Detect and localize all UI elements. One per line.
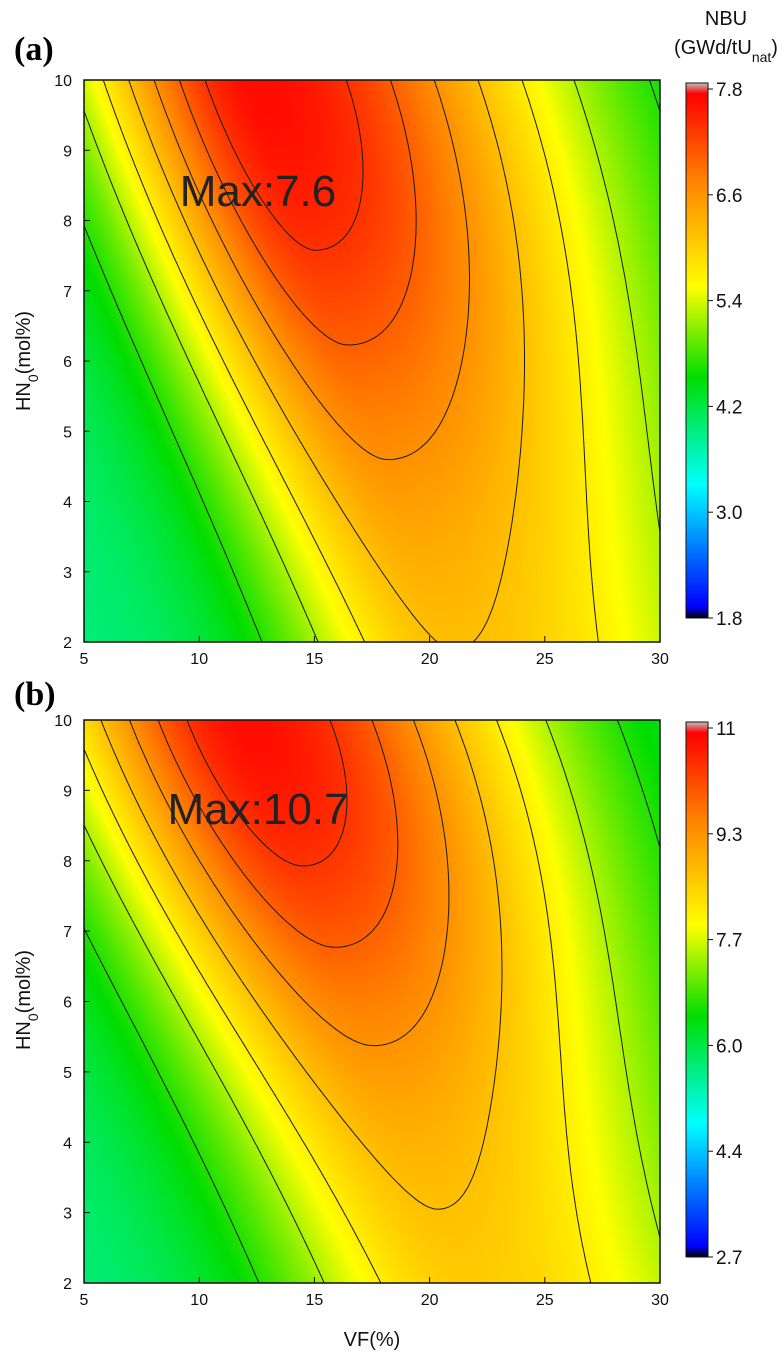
y-tick-label: 6 [63,354,72,371]
y-tick-label: 7 [63,284,72,301]
colorbar-tick-label: 6.6 [716,186,742,207]
x-axis-a: 5 10 15 20 25 30 [80,636,669,668]
y-tick-label: 5 [63,1065,72,1082]
contour-level-4 [128,79,525,643]
contour-lines-b [83,719,661,1284]
y-tick-label: 5 [63,424,72,441]
colorbar-ticks-b: 11 9.3 7.7 6.0 4.4 2.7 [708,719,743,1269]
colorbar-tick-label: 7.7 [716,931,742,952]
heatmap-canvas-b [84,720,660,1283]
x-tick-label: 5 [80,651,89,668]
colorbar-tick-label: 9.3 [716,825,742,846]
contour-level-1 [83,719,661,1284]
y-axis-a: 2 3 4 5 6 7 8 9 10 [54,73,90,652]
y-axis-label-b: HN0(mol%) [13,950,41,1050]
colorbar-tick-label: 1.8 [716,609,742,630]
y-tick-label: 7 [63,924,72,941]
max-label-a: Max:7.6 [180,167,337,216]
colorbar-b [685,721,709,1258]
y-tick-label: 8 [63,854,72,871]
y-tick-label: 9 [63,783,72,800]
panel-a: (a) Max:7.6 5 10 15 20 25 30 2 3 4 5 6 7 8 9 10 HN0(m… [13,8,778,668]
panel-label-b: (b) [14,676,56,713]
x-tick-label: 25 [536,1292,554,1309]
y-tick-label: 2 [63,635,72,652]
colorbar-tick-label: 4.4 [716,1142,743,1163]
x-tick-label: 20 [421,651,439,668]
contour-level-2 [83,79,661,643]
y-tick-label: 3 [63,565,72,582]
x-axis-b: 5 10 15 20 25 30 [80,1277,669,1309]
panel-label-a: (a) [14,31,54,68]
x-tick-label: 5 [80,1292,89,1309]
x-tick-label: 30 [651,651,669,668]
contour-level-1 [83,79,661,643]
colorbar-tick-label: 4.2 [716,397,742,418]
y-tick-label: 10 [54,713,72,730]
x-tick-label: 25 [536,651,554,668]
y-tick-label: 9 [63,143,72,160]
contour-level-6 [179,79,417,346]
colorbar-tick-label: 2.7 [716,1248,742,1269]
contour-lines-a [83,79,661,643]
heatmap-canvas-a [84,80,660,642]
contour-level-3 [102,79,599,643]
x-tick-label: 15 [306,651,324,668]
colorbar-ticks-a: 7.8 6.6 5.4 4.2 3.0 1.8 [708,80,743,630]
y-tick-label: 10 [54,73,72,90]
colorbar-tick-label: 11 [716,719,736,740]
panel-b: (b) Max:10.7 5 10 15 20 25 30 2 3 4 5 6 7 8 9 10 HN0(… [13,676,743,1351]
heatmap-a [83,79,661,643]
contour-level-4 [100,719,503,1210]
max-label-b: Max:10.7 [168,785,349,834]
x-tick-label: 20 [421,1292,439,1309]
y-tick-label: 3 [63,1206,72,1223]
x-tick-label: 30 [651,1292,669,1309]
y-tick-label: 6 [63,995,72,1012]
contour-level-2 [83,719,661,1284]
x-tick-label: 10 [190,651,208,668]
x-axis-label: VF(%) [344,1329,401,1351]
colorbar-tick-label: 6.0 [716,1036,742,1057]
colorbar-title-a: NBU [705,8,747,30]
y-axis-label-a: HN0(mol%) [13,311,41,411]
y-tick-label: 8 [63,214,72,231]
y-axis-b: 2 3 4 5 6 7 8 9 10 [54,713,90,1293]
contour-level-5 [153,79,470,461]
y-tick-label: 2 [63,1276,72,1293]
colorbar-unit-a: (GWd/tUnat) [674,37,778,65]
contour-level-7 [204,79,364,251]
y-tick-label: 4 [63,1135,72,1152]
x-tick-label: 10 [190,1292,208,1309]
y-tick-label: 4 [63,495,72,512]
contour-level-5 [129,719,450,1047]
x-tick-label: 15 [306,1292,324,1309]
contour-level-6 [157,719,399,948]
colorbar-a [685,82,709,619]
colorbar-tick-label: 3.0 [716,503,742,524]
contour-level-3 [83,719,592,1284]
colorbar-tick-label: 5.4 [716,292,743,313]
contour-level-7 [186,719,348,867]
colorbar-tick-label: 7.8 [716,80,742,101]
